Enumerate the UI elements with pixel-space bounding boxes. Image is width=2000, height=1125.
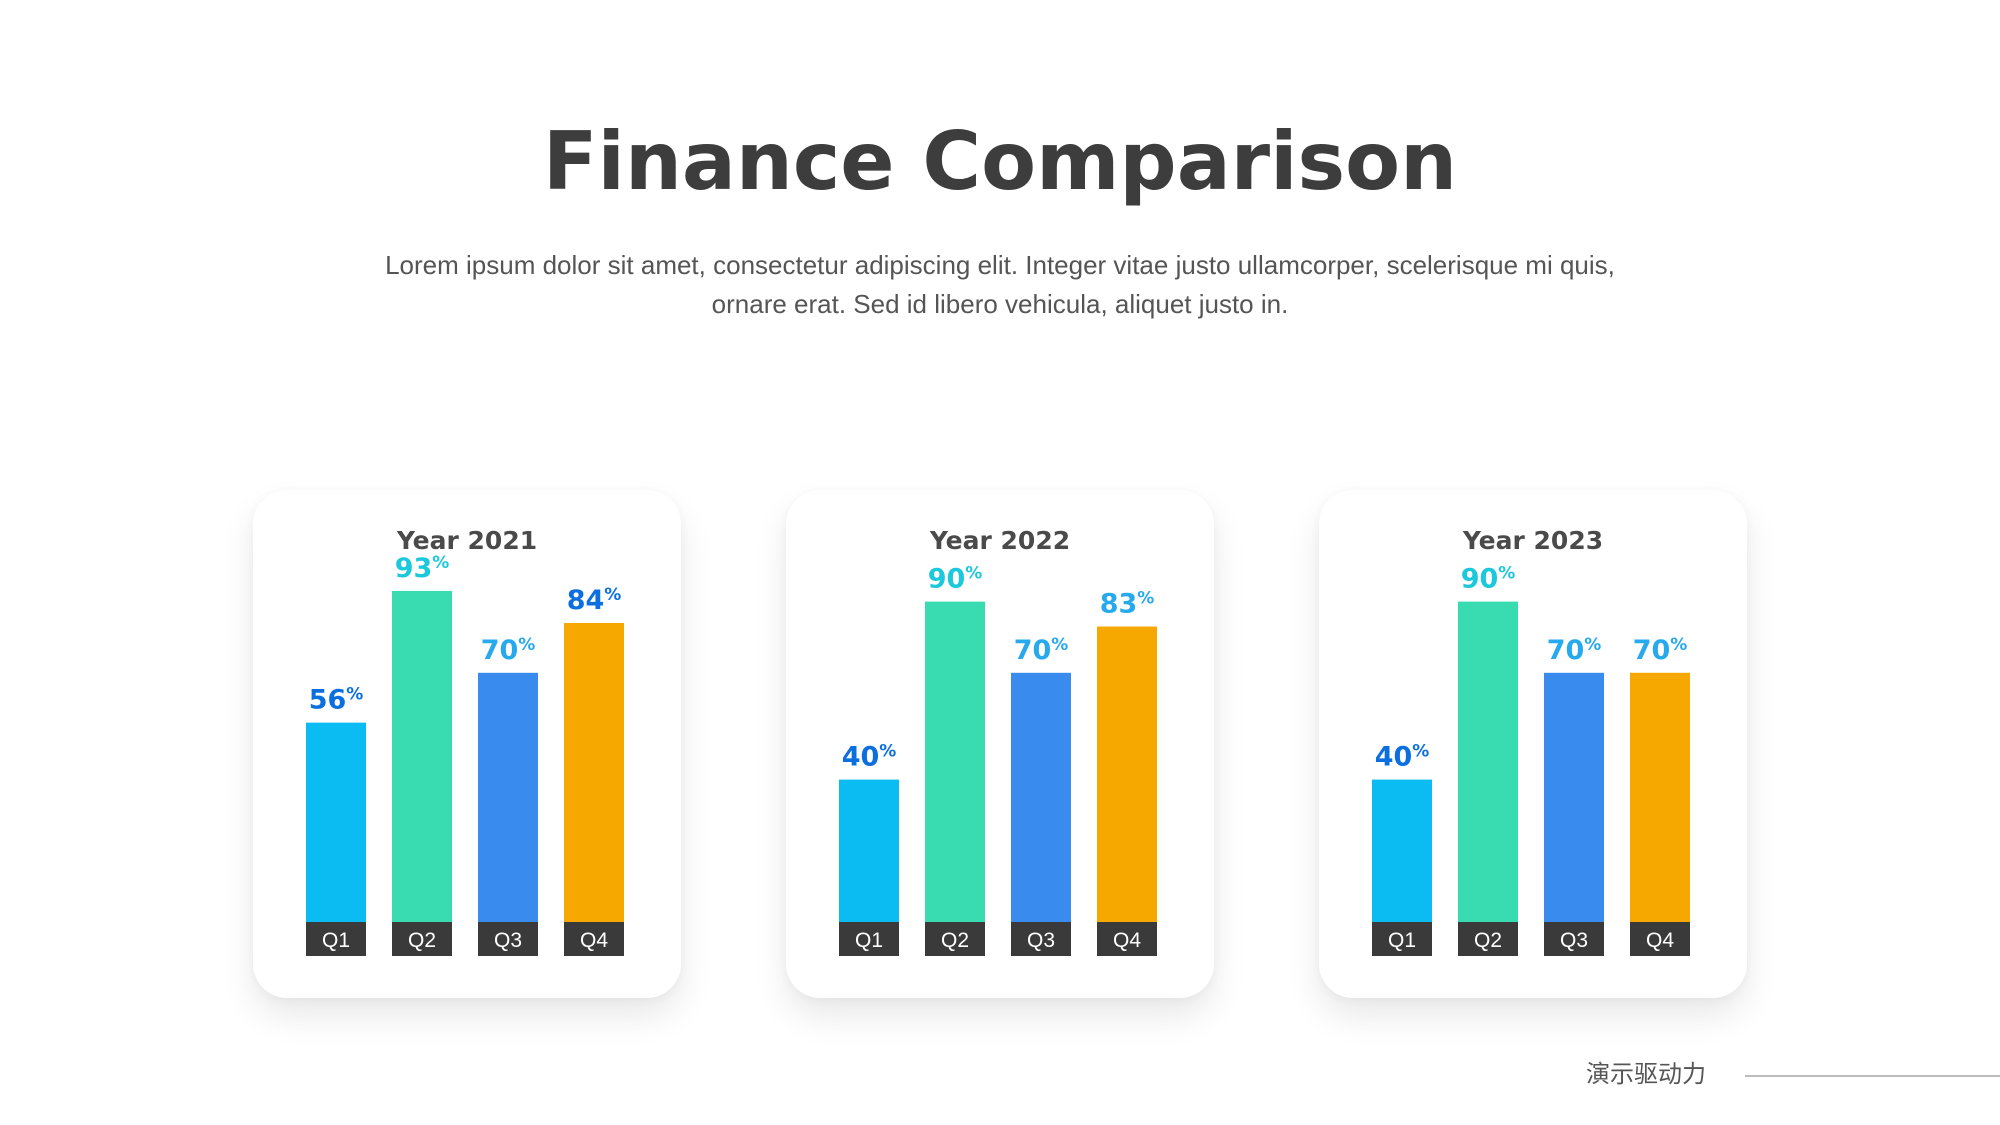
category-label: Q3 [1027,929,1055,952]
value-label: 40% [1375,742,1430,773]
bar-q1 [306,722,366,922]
bar-chart-2022: Q1 40% Q2 90% Q3 70% Q4 83% [839,564,1157,956]
category-label-bg [478,922,538,956]
page-title: Finance Comparison [542,115,1458,208]
page-subtitle: Lorem ipsum dolor sit amet, consectetur … [385,250,1615,319]
category-label-bg [1011,922,1071,956]
category-label: Q3 [1560,929,1588,952]
value-label: 70% [1633,635,1688,666]
chart-title: Year 2021 [396,526,538,555]
category-label-bg [1458,922,1518,956]
footer-divider [1745,1075,2000,1077]
category-label: Q3 [494,929,522,952]
chart-title: Year 2022 [929,526,1071,555]
bar-q1 [1372,779,1432,922]
category-label-bg [1097,922,1157,956]
value-label: 83% [1100,589,1155,620]
category-label-bg [1372,922,1432,956]
category-label: Q1 [855,929,883,952]
category-label: Q2 [1474,929,1502,952]
value-label: 40% [842,742,897,773]
category-label-bg [839,922,899,956]
bar-q2 [925,601,985,922]
chart-card-2021: Year 2021 Q1 56% Q2 93% Q3 70% Q4 84% [253,490,681,998]
bar-q3 [1011,672,1071,922]
bar-chart-2021: Q1 56% Q2 93% Q3 70% Q4 84% [306,553,624,956]
category-label: Q2 [408,929,436,952]
bar-q3 [1544,672,1604,922]
category-label-bg [1544,922,1604,956]
bar-q4 [564,622,624,922]
category-label: Q4 [1113,929,1141,952]
value-label: 70% [481,635,536,666]
bar-q3 [478,672,538,922]
chart-card-2022: Year 2022 Q1 40% Q2 90% Q3 70% Q4 83% [786,490,1214,998]
value-label: 56% [309,685,364,716]
category-label-bg [1630,922,1690,956]
value-label: 70% [1014,635,1069,666]
bar-q4 [1097,626,1157,922]
value-label: 84% [567,585,622,616]
bar-q4 [1630,672,1690,922]
value-label: 93% [395,553,450,584]
chart-title: Year 2023 [1462,526,1604,555]
bar-chart-2023: Q1 40% Q2 90% Q3 70% Q4 70% [1372,564,1690,956]
bar-q2 [392,590,452,922]
category-label-bg [392,922,452,956]
category-label-bg [564,922,624,956]
footer-brand-text: 演示驱动力 [1586,1060,1706,1088]
category-label: Q1 [1388,929,1416,952]
value-label: 90% [928,564,983,595]
value-label: 70% [1547,635,1602,666]
category-label: Q1 [322,929,350,952]
category-label-bg [925,922,985,956]
category-label: Q2 [941,929,969,952]
category-label: Q4 [580,929,608,952]
category-label-bg [306,922,366,956]
chart-card-2023: Year 2023 Q1 40% Q2 90% Q3 70% Q4 70% [1319,490,1747,998]
category-label: Q4 [1646,929,1674,952]
bar-q1 [839,779,899,922]
value-label: 90% [1461,564,1516,595]
bar-q2 [1458,601,1518,922]
